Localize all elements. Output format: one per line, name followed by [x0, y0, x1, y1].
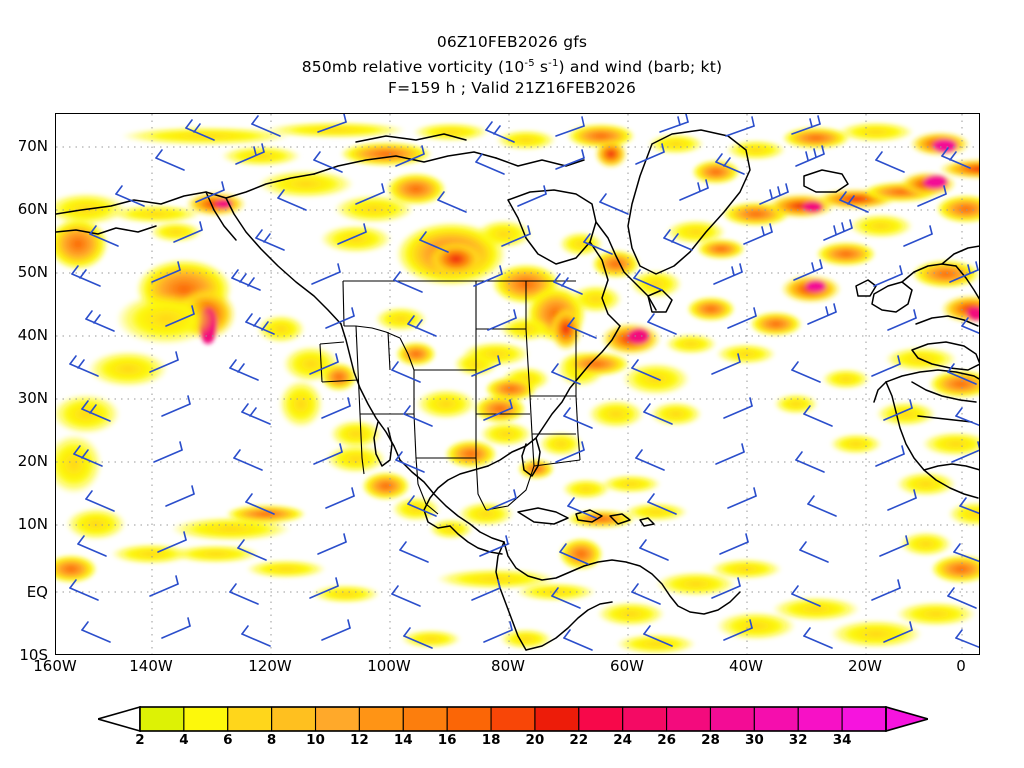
colorbar-tick-4: 4 — [179, 732, 189, 748]
colorbar-band-group — [139, 706, 887, 732]
colorbar-band — [446, 706, 492, 732]
map-gridlines — [56, 114, 979, 654]
y-tick-10s: 10S — [19, 646, 48, 664]
colorbar-band — [227, 706, 273, 732]
wind-barbs-layer — [69, 114, 979, 651]
title-field-exp1: -5 — [524, 58, 535, 69]
colorbar-band — [271, 706, 317, 732]
colorbar-band — [578, 706, 624, 732]
colorbar-tick-22: 22 — [569, 732, 589, 748]
colorbar-tick-30: 30 — [744, 732, 764, 748]
colorbar-band — [358, 706, 404, 732]
colorbar-tick-14: 14 — [393, 732, 413, 748]
title-line-field: 850mb relative vorticity (10-5 s-1) and … — [0, 53, 1024, 78]
y-tick-50n: 50N — [17, 263, 48, 281]
x-tick-120w: 120W — [248, 657, 292, 675]
y-tick-10n: 10N — [17, 515, 48, 533]
title-line-valid: F=159 h ; Valid 21Z16FEB2026 — [387, 79, 637, 98]
x-tick-0: 0 — [956, 657, 966, 675]
colorbar-tick-16: 16 — [437, 732, 457, 748]
y-tick-20n: 20N — [17, 452, 48, 470]
colorbar-tick-6: 6 — [223, 732, 233, 748]
colorbar-min-arrow — [98, 706, 141, 732]
map-canvas — [56, 114, 979, 654]
title-field-c: ) and wind (barb; kt) — [558, 58, 723, 77]
colorbar-tick-26: 26 — [657, 732, 676, 748]
y-tick-70n: 70N — [17, 137, 48, 155]
colorbar-band — [666, 706, 712, 732]
colorbar: 2 4 6 8 10 12 14 16 18 20 22 24 26 28 30 32 34 — [98, 706, 928, 756]
colorbar-tick-24: 24 — [613, 732, 633, 748]
colorbar-max-arrow — [885, 706, 928, 732]
colorbar-swatches — [98, 706, 928, 732]
colorbar-band — [797, 706, 843, 732]
colorbar-band — [490, 706, 536, 732]
map-plot-area — [55, 113, 980, 655]
colorbar-band — [534, 706, 580, 732]
colorbar-band — [183, 706, 229, 732]
y-tick-30n: 30N — [17, 389, 48, 407]
colorbar-tick-32: 32 — [788, 732, 808, 748]
colorbar-tick-18: 18 — [481, 732, 501, 748]
colorbar-tick-20: 20 — [525, 732, 545, 748]
x-tick-80w: 80W — [491, 657, 525, 675]
colorbar-tick-10: 10 — [306, 732, 325, 748]
colorbar-tick-28: 28 — [701, 732, 720, 748]
title-field-exp2: -1 — [548, 58, 559, 69]
colorbar-band — [139, 706, 185, 732]
colorbar-band — [753, 706, 799, 732]
colorbar-tick-2: 2 — [135, 732, 145, 748]
colorbar-tick-8: 8 — [266, 732, 277, 748]
title-field-b: s — [534, 58, 549, 77]
x-tick-20w: 20W — [848, 657, 882, 675]
y-tick-eq: EQ — [26, 583, 48, 601]
x-tick-40w: 40W — [729, 657, 763, 675]
colorbar-band — [622, 706, 668, 732]
x-tick-140w: 140W — [129, 657, 173, 675]
colorbar-tick-12: 12 — [349, 732, 369, 748]
colorbar-band — [841, 706, 887, 732]
title-field-a: 850mb relative vorticity (10 — [301, 58, 525, 77]
colorbar-band — [314, 706, 360, 732]
colorbar-band — [709, 706, 755, 732]
x-tick-160w: 160W — [33, 657, 77, 675]
chart-title-block: 06Z10FEB2026 gfs 850mb relative vorticit… — [0, 32, 1024, 99]
state-borders-layer — [319, 280, 581, 515]
x-tick-100w: 100W — [367, 657, 411, 675]
y-tick-60n: 60N — [17, 200, 48, 218]
x-tick-60w: 60W — [610, 657, 644, 675]
colorbar-tick-34: 34 — [832, 732, 852, 748]
title-line-model: 06Z10FEB2026 gfs — [436, 33, 588, 51]
y-tick-40n: 40N — [17, 326, 48, 344]
vorticity-field — [56, 122, 979, 654]
colorbar-band — [402, 706, 448, 732]
